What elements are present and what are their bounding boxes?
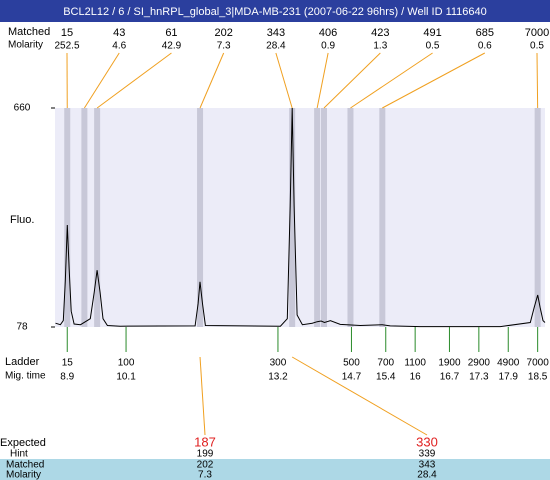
chart-title: BCL2L12 / 6 / SI_hnRPL_global_3|MDA-MB-2… xyxy=(63,6,487,18)
peak-band xyxy=(197,108,204,327)
y-axis-label: Fluo. xyxy=(10,214,34,226)
expected-connector xyxy=(199,356,206,436)
expected-label: Expected xyxy=(0,437,46,449)
expected-value: 330 xyxy=(416,434,438,449)
ladder-size: 2900 xyxy=(468,358,491,369)
ladder-time: 14.7 xyxy=(342,372,362,383)
ladder-time: 17.3 xyxy=(469,372,489,383)
peak-molarity: 4.6 xyxy=(112,41,126,52)
peak-size: 423 xyxy=(371,27,389,39)
trace xyxy=(55,107,546,328)
expected-connector xyxy=(291,356,428,436)
ladder-size: 7000 xyxy=(527,358,550,369)
peak-size: 343 xyxy=(267,27,285,39)
peak-band xyxy=(534,108,541,327)
peak-size: 43 xyxy=(113,27,125,39)
ladder-time: 8.9 xyxy=(60,372,74,383)
plot-area xyxy=(55,108,545,327)
hint-label: Hint xyxy=(10,449,28,460)
ladder-time: 15.4 xyxy=(376,372,396,383)
peak-connector xyxy=(382,52,486,109)
peak-connector xyxy=(323,52,381,109)
ladder-size: 500 xyxy=(343,358,360,369)
peak-connector xyxy=(316,52,329,109)
peak-size-label: Matched xyxy=(8,26,50,38)
peak-band xyxy=(64,108,71,327)
peak-band xyxy=(289,108,296,327)
peak-band xyxy=(347,108,354,327)
ladder-time: 10.1 xyxy=(116,372,136,383)
hint-value: 199 xyxy=(197,449,214,460)
ladder-size: 1100 xyxy=(404,358,426,369)
molarity-label: Molarity xyxy=(6,470,41,480)
peak-band xyxy=(94,108,101,327)
peak-molarity: 7.3 xyxy=(217,41,231,52)
peak-size: 406 xyxy=(319,27,337,39)
peak-connector xyxy=(83,52,120,109)
peak-connector xyxy=(350,52,433,109)
y-tick-label: 78 xyxy=(16,322,28,333)
ladder-size: 700 xyxy=(377,358,394,369)
ladder-time: 13.2 xyxy=(268,372,288,383)
peak-molarity: 0.5 xyxy=(426,41,440,52)
peak-size: 61 xyxy=(165,27,177,39)
ladder-size: 100 xyxy=(118,358,135,369)
ladder-time: 16.7 xyxy=(440,372,460,383)
molarity-value: 7.3 xyxy=(198,470,212,480)
peak-molarity: 0.6 xyxy=(478,41,492,52)
peak-molarity-label: Molarity xyxy=(8,40,43,51)
peak-molarity: 252.5 xyxy=(54,41,79,52)
peak-size: 15 xyxy=(61,27,73,39)
matched-value: 343 xyxy=(419,460,436,471)
peak-connector xyxy=(275,52,293,109)
expected-value: 187 xyxy=(194,434,216,449)
ladder-size: 1900 xyxy=(438,358,461,369)
ladder-time: 17.9 xyxy=(499,372,519,383)
ladder-size: 15 xyxy=(62,358,74,369)
matched-label: Matched xyxy=(6,460,44,471)
peak-band xyxy=(321,108,328,327)
ladder-size: 300 xyxy=(270,358,287,369)
peak-band xyxy=(379,108,386,327)
ladder-label: Ladder xyxy=(5,356,40,368)
ladder-time: 18.5 xyxy=(528,372,548,383)
peak-molarity: 42.9 xyxy=(162,41,182,52)
peak-molarity: 0.9 xyxy=(321,41,335,52)
peak-molarity: 28.4 xyxy=(266,41,286,52)
y-tick-label: 660 xyxy=(14,103,31,114)
peak-size: 685 xyxy=(476,27,494,39)
header-bar xyxy=(0,0,550,22)
peak-band xyxy=(314,108,321,327)
ladder-size: 4900 xyxy=(497,358,520,369)
matched-row-bg xyxy=(0,459,550,480)
molarity-value: 28.4 xyxy=(417,470,437,480)
peak-molarity: 0.5 xyxy=(530,41,544,52)
peak-connector xyxy=(96,52,172,109)
mig-time-label: Mig. time xyxy=(5,371,46,382)
peak-size: 491 xyxy=(423,27,441,39)
peak-connector xyxy=(536,52,539,109)
peak-size: 202 xyxy=(214,27,232,39)
peak-band xyxy=(81,108,88,327)
hint-value: 339 xyxy=(419,449,436,460)
peak-size: 7000 xyxy=(525,27,549,39)
peak-molarity: 1.3 xyxy=(373,41,387,52)
matched-value: 202 xyxy=(197,460,214,471)
ladder-time: 16 xyxy=(410,372,422,383)
peak-connector xyxy=(199,52,225,109)
